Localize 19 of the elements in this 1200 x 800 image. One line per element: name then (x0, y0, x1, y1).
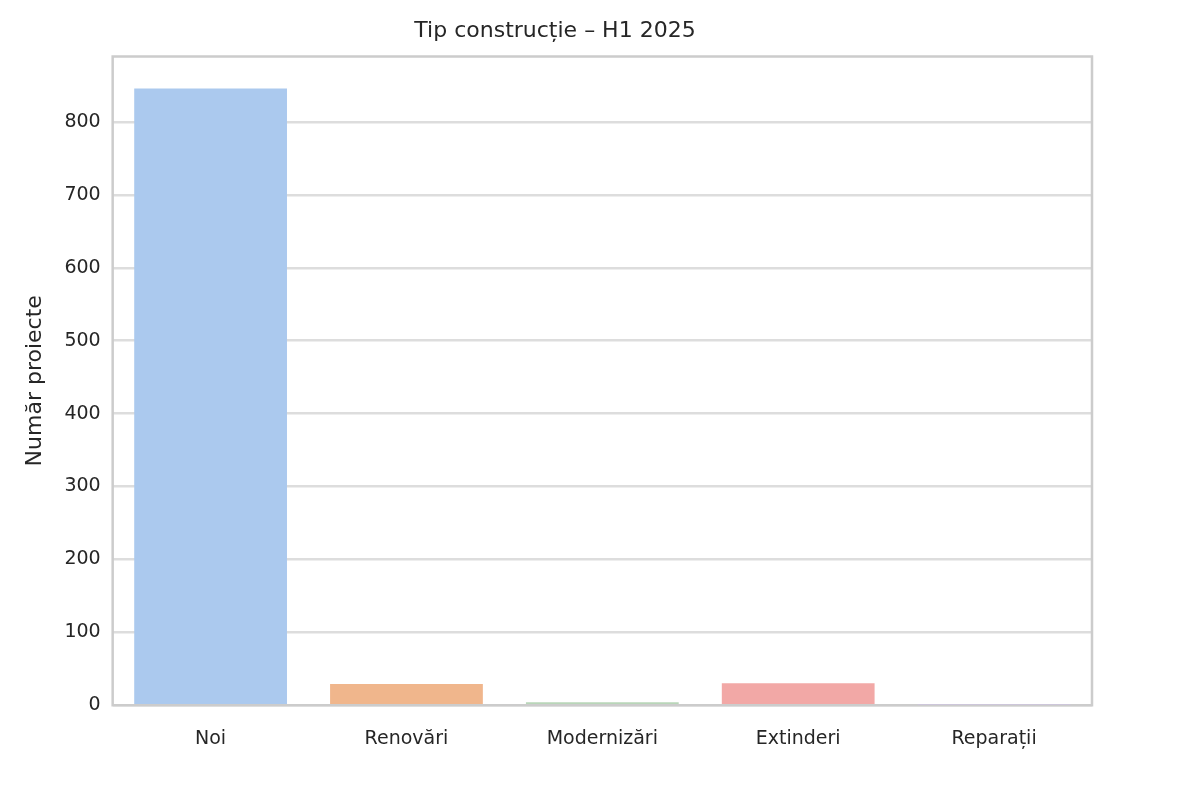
y-tick-label: 200 (64, 546, 101, 569)
x-tick-label: Reparații (951, 725, 1037, 749)
x-tick-label: Extinderi (755, 725, 841, 748)
y-tick-label: 800 (64, 108, 101, 131)
bar (721, 683, 875, 704)
y-tick-label: 300 (64, 473, 101, 496)
y-tick-label: 500 (64, 327, 101, 350)
x-tick-label: Renovări (364, 725, 449, 748)
chart-title: Tip construcție – H1 2025 (413, 16, 696, 42)
x-tick-label: Noi (195, 725, 227, 748)
bar (134, 88, 287, 704)
y-tick-label: 400 (64, 400, 101, 423)
x-tick-label: Modernizări (546, 725, 658, 748)
y-axis-title: Număr proiecte (20, 295, 46, 467)
y-tick-label: 0 (88, 692, 101, 715)
y-tick-label: 100 (64, 619, 101, 642)
y-tick-label: 600 (64, 254, 101, 277)
bar (330, 684, 483, 704)
y-tick-label: 700 (64, 181, 101, 204)
